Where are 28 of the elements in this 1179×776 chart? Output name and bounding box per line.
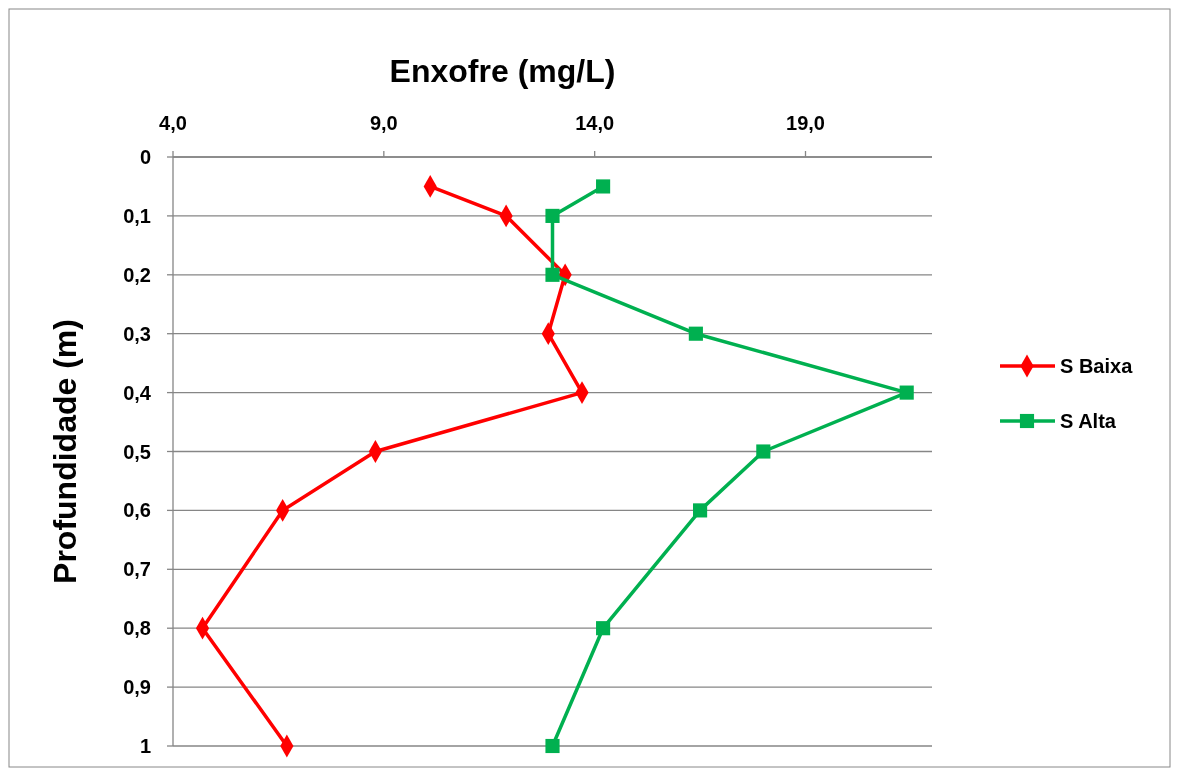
point bbox=[688, 326, 703, 341]
y-tick-label: 0,7 bbox=[123, 558, 151, 581]
y-tick-label: 0,9 bbox=[123, 676, 151, 699]
y-tick-label: 0,1 bbox=[123, 204, 151, 227]
y-tick-label: 0,4 bbox=[123, 381, 152, 404]
y-tick-label: 0,3 bbox=[123, 322, 151, 345]
legend-label: S Alta bbox=[1060, 410, 1117, 432]
y-tick-label: 0 bbox=[139, 146, 151, 168]
point bbox=[596, 179, 611, 194]
point bbox=[596, 621, 611, 636]
point bbox=[899, 385, 914, 400]
point bbox=[756, 444, 771, 459]
point bbox=[545, 267, 560, 282]
point bbox=[545, 738, 560, 754]
point bbox=[545, 208, 560, 223]
y-tick-label: 0,6 bbox=[123, 499, 151, 522]
x-axis-title: Enxofre (mg/L) bbox=[389, 53, 616, 89]
point bbox=[693, 503, 708, 518]
y-tick-label: 0,5 bbox=[123, 440, 151, 463]
x-tick-label: 14,0 bbox=[575, 112, 615, 134]
x-tick-label: 19,0 bbox=[786, 112, 825, 134]
y-tick-label: 1 bbox=[139, 735, 151, 757]
y-tick-label: 0,2 bbox=[123, 263, 151, 286]
x-tick-label: 4,0 bbox=[159, 112, 187, 134]
x-tick-label: 9,0 bbox=[369, 112, 398, 134]
legend-label: S Baixa bbox=[1060, 355, 1134, 377]
y-tick-label: 0,8 bbox=[123, 617, 151, 640]
y-axis-title: Profundidade (m) bbox=[47, 319, 83, 584]
